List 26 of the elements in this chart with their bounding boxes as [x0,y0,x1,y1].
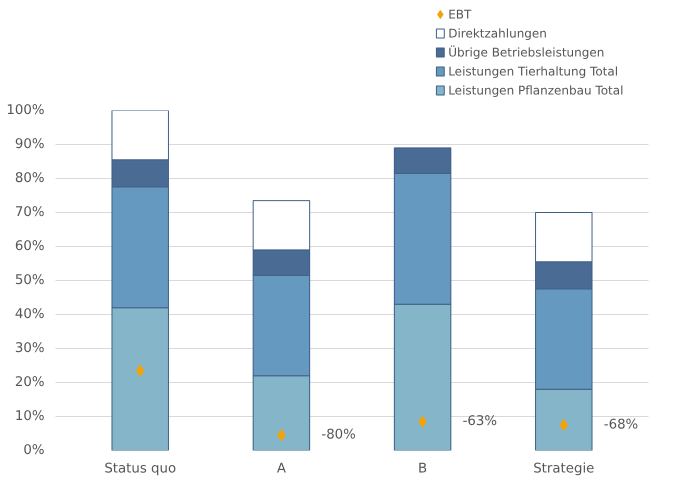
y-tick-label: 30% [14,341,44,356]
y-tick-label: 10% [14,409,44,424]
legend-label: Übrige Betriebsleistungen [448,46,604,60]
x-tick-label: B [418,462,428,476]
y-tick-label: 60% [14,239,44,254]
legend-label: Leistungen Tierhaltung Total [448,64,618,78]
annotation: -68% [604,418,638,432]
x-tick-label: Strategie [533,462,594,476]
y-tick-label: 0% [23,443,45,458]
point [560,419,568,431]
y-tick-label: 90% [14,137,44,152]
y-tick-label: 40% [14,307,44,322]
legend-label: EBT [448,8,472,22]
annotation: -80% [321,428,356,443]
x-tick-label: A [276,462,286,476]
y-tick-label: 100% [6,103,45,118]
y-tick-label: 70% [14,205,44,220]
legend-label: Direktzahlungen [448,26,547,40]
point [418,416,427,428]
y-tick-label: 20% [14,375,44,390]
y-tick-label: 50% [14,273,44,288]
point [277,429,286,442]
legend-label: Leistungen Pflanzenbau Total [448,84,624,98]
annotation: -63% [462,414,498,430]
y-tick-label: 80% [14,171,44,186]
x-tick-label: Status quo [104,462,176,476]
